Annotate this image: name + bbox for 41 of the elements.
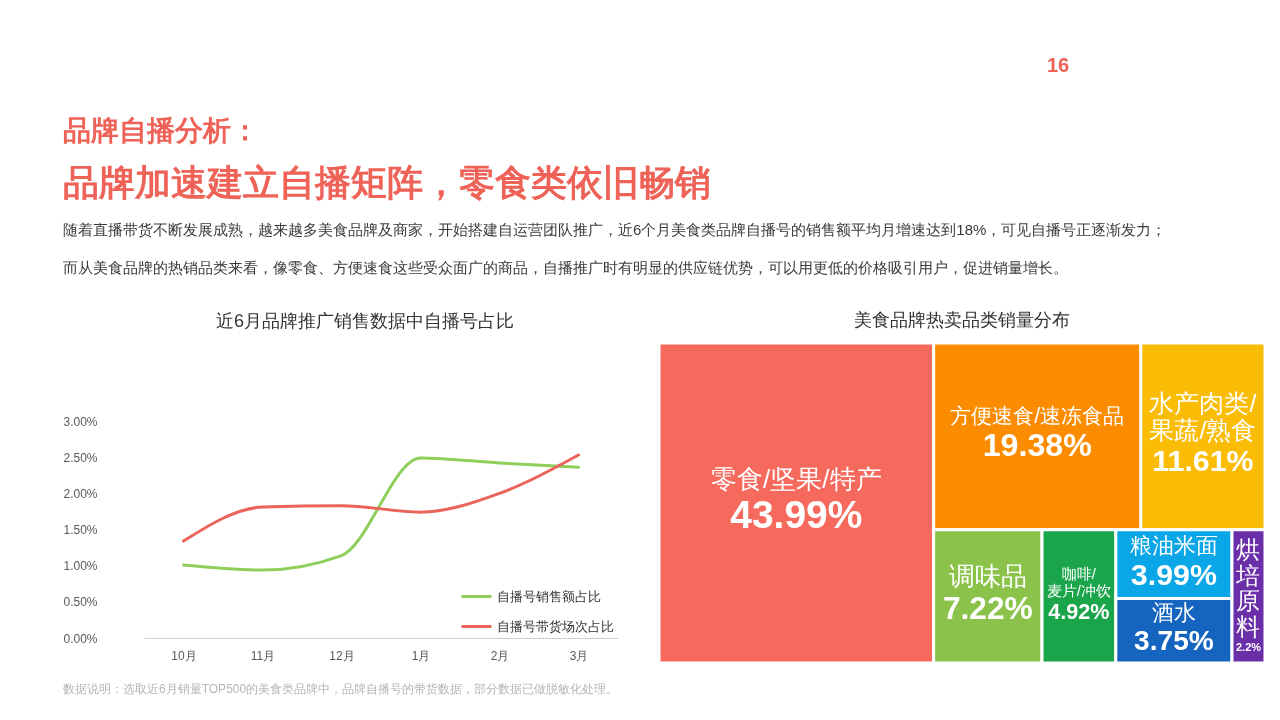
data-label: 11.61% xyxy=(1152,444,1254,478)
text: 16 xyxy=(1046,54,1070,76)
data-label: 3.75% xyxy=(1134,624,1214,656)
y-tick-label: 1.00% xyxy=(63,559,98,574)
text: 美食品牌热卖品类销量分布 xyxy=(854,309,1070,330)
category-label: 调味品 xyxy=(948,561,1027,592)
data-label: 2.2% xyxy=(1236,641,1262,654)
text: 品牌加速建立自播矩阵，零食类依旧畅销 xyxy=(63,162,711,203)
category-label: 咖啡/麦片/冲饮 xyxy=(1046,566,1111,600)
legend-label: 自播号销售额占比 xyxy=(497,588,601,604)
x-tick-label: 12月 xyxy=(329,648,355,663)
line-series xyxy=(182,453,580,543)
x-tick-label: 3月 xyxy=(569,648,589,663)
category-label: 方便速食/速冻食品 xyxy=(950,404,1125,429)
y-tick-label: 0.50% xyxy=(63,595,98,610)
y-tick-label: 0.00% xyxy=(63,631,98,646)
data-label: 7.22% xyxy=(942,589,1033,626)
text: 而从美食品牌的热销品类来看，像零食、方便速食这些受众面广的商品，自播推广时有明显的供应链优势，可以用更低的价格吸引用户，促进销量增长。 xyxy=(63,259,1068,276)
category-label: 烘培原料 xyxy=(1235,537,1261,641)
y-tick-label: 3.00% xyxy=(63,414,98,429)
text: 数据说明：选取近6月销量TOP500的美食类品牌中，品牌自播号的带货数据，部分数据已做脱敏化处理。 xyxy=(63,682,619,696)
data-label: 3.99% xyxy=(1130,557,1217,591)
data-label: 19.38% xyxy=(982,427,1092,464)
data-label: 43.99% xyxy=(730,492,863,536)
x-tick-label: 2月 xyxy=(490,648,510,663)
line-series xyxy=(182,456,580,572)
y-tick-label: 1.50% xyxy=(63,523,98,537)
chart-title: 近6月品牌推广销售数据中自播号占比 xyxy=(215,311,515,331)
x-tick-label: 1月 xyxy=(411,648,431,663)
category-label: 零食/坚果/特产 xyxy=(711,463,882,494)
y-tick-label: 2.50% xyxy=(63,450,98,465)
y-tick-label: 2.00% xyxy=(63,486,98,501)
category-label: 水产肉类/果蔬/熟食 xyxy=(1149,390,1257,444)
x-tick-label: 10月 xyxy=(171,648,197,663)
category-label: 粮油米面 xyxy=(1129,532,1218,558)
text: 随着直播带货不断发展成熟，越来越多美食品牌及商家，开始搭建自运营团队推广，近6个月美食类品牌自播号的销售额平均月增速达到18%，可见自播号正逐渐发力； xyxy=(63,221,1167,238)
category-label: 酒水 xyxy=(1151,601,1196,626)
legend-label: 自播号带货场次占比 xyxy=(497,618,614,634)
x-tick-label: 11月 xyxy=(250,648,276,663)
text: 品牌自播分析： xyxy=(63,115,259,146)
data-label: 4.92% xyxy=(1048,598,1110,624)
